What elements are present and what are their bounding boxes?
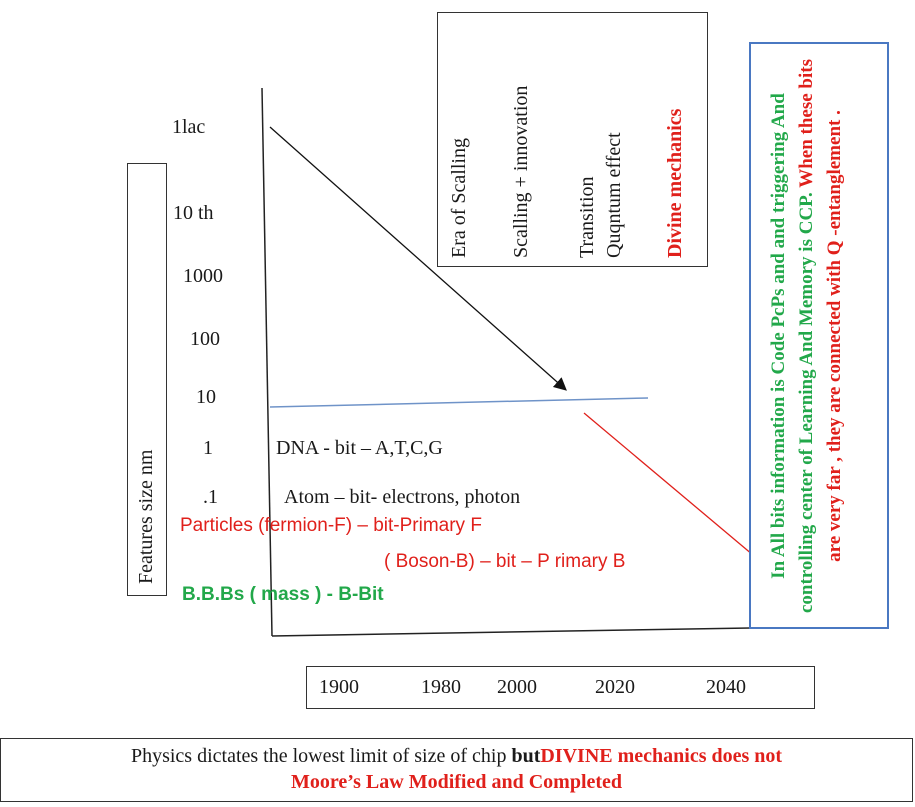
y-tick-10: 10 — [196, 386, 216, 408]
era-label-transition: Transition — [576, 176, 598, 258]
era-label-quantum: Quqntum effect — [603, 132, 625, 258]
footer-divine: DIVINE mechanics does not — [540, 745, 783, 767]
trend-arrow — [269, 126, 567, 391]
y-tick-10th: 10 th — [173, 202, 214, 224]
note-box: In All bits information is Code PcPs and… — [749, 42, 889, 629]
y-axis-line — [261, 87, 273, 637]
footer-plain: Physics dictates the lowest limit of siz… — [130, 745, 512, 767]
era-label-divine: Divine mechanics — [664, 108, 686, 258]
x-axis-years-box: 1900 1980 2000 2020 2040 — [306, 666, 815, 709]
x-tick-2000: 2000 — [497, 676, 537, 698]
example-boson: ( Boson-B) – bit – P rimary B — [384, 551, 626, 572]
y-axis-title-box: Features size nm — [127, 163, 167, 596]
example-bbbs: B.B.Bs ( mass ) - B-Bit — [182, 584, 384, 605]
connector-line — [583, 412, 754, 556]
footer-line-1: Physics dictates the lowest limit of siz… — [1, 743, 912, 769]
x-tick-1980: 1980 — [421, 676, 461, 698]
example-atom: Atom – bit- electrons, photon — [284, 486, 521, 508]
y-axis-title: Features size nm — [135, 449, 157, 584]
example-particles: Particles (fermion-F) – bit-Primary F — [180, 515, 482, 536]
x-tick-1900: 1900 — [319, 676, 359, 698]
x-axis-line — [271, 627, 751, 637]
limit-line — [269, 397, 649, 408]
y-tick-1: 1 — [203, 437, 213, 459]
note-text: In All bits information is Code PcPs and… — [765, 56, 849, 616]
y-tick-100: 100 — [190, 328, 220, 350]
footer-box: Physics dictates the lowest limit of siz… — [0, 738, 913, 802]
footer-line-2: Moore’s Law Modified and Completed — [290, 771, 623, 793]
x-tick-2020: 2020 — [595, 676, 635, 698]
era-legend-box: Era of Scalling Scalling + innovation Tr… — [437, 12, 708, 267]
y-tick-0-1: .1 — [203, 486, 218, 508]
example-dna: DNA - bit – A,T,C,G — [276, 437, 443, 459]
era-label-scaling: Era of Scalling — [448, 138, 470, 258]
era-label-innovation: Scalling + innovation — [510, 85, 532, 258]
y-tick-1lac: 1lac — [172, 116, 206, 138]
y-tick-1000: 1000 — [183, 265, 223, 287]
footer-but: but — [511, 745, 541, 767]
x-tick-2040: 2040 — [706, 676, 746, 698]
